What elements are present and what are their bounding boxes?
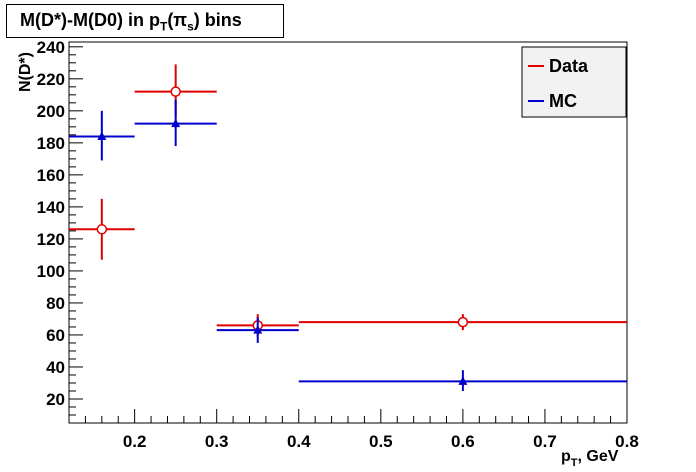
x-tick-label: 0.2 bbox=[123, 432, 147, 451]
chart-title: M(D*)-M(D0) in pT(πs) bins bbox=[20, 10, 242, 34]
data-point bbox=[97, 131, 107, 140]
legend-label-mc: MC bbox=[549, 91, 577, 111]
y-tick-label: 80 bbox=[46, 294, 65, 313]
y-tick-label: 140 bbox=[37, 198, 65, 217]
y-axis-label: N(D*) bbox=[17, 52, 34, 92]
y-tick-label: 240 bbox=[37, 38, 65, 57]
data-point bbox=[171, 118, 181, 128]
legend-label-data: Data bbox=[549, 56, 589, 76]
x-axis-label: pT, GeV bbox=[561, 448, 619, 469]
y-tick-label: 100 bbox=[37, 262, 65, 281]
y-tick-label: 120 bbox=[37, 230, 65, 249]
data-point bbox=[96, 224, 108, 235]
x-tick-label: 0.5 bbox=[369, 432, 393, 451]
legend: Data MC bbox=[521, 46, 627, 118]
data-point bbox=[457, 316, 469, 328]
chart-title-box: M(D*)-M(D0) in pT(πs) bins bbox=[6, 4, 284, 38]
y-tick-label: 160 bbox=[37, 166, 65, 185]
y-tick-label: 180 bbox=[37, 134, 65, 153]
x-tick-label: 0.6 bbox=[451, 432, 475, 451]
legend-box bbox=[521, 46, 627, 118]
data-point bbox=[170, 86, 181, 97]
x-tick-label: 0.4 bbox=[287, 432, 311, 451]
y-tick-label: 60 bbox=[46, 326, 65, 345]
x-tick-label: 0.7 bbox=[533, 432, 557, 451]
y-tick-label: 200 bbox=[37, 102, 65, 121]
x-tick-label: 0.3 bbox=[205, 432, 229, 451]
y-tick-label: 40 bbox=[46, 358, 65, 377]
y-tick-label: 20 bbox=[46, 390, 65, 409]
y-tick-label: 220 bbox=[37, 70, 65, 89]
x-tick-label: 0.8 bbox=[615, 432, 639, 451]
data-point bbox=[458, 376, 468, 385]
series-mc bbox=[69, 99, 627, 391]
data-point bbox=[253, 325, 263, 334]
